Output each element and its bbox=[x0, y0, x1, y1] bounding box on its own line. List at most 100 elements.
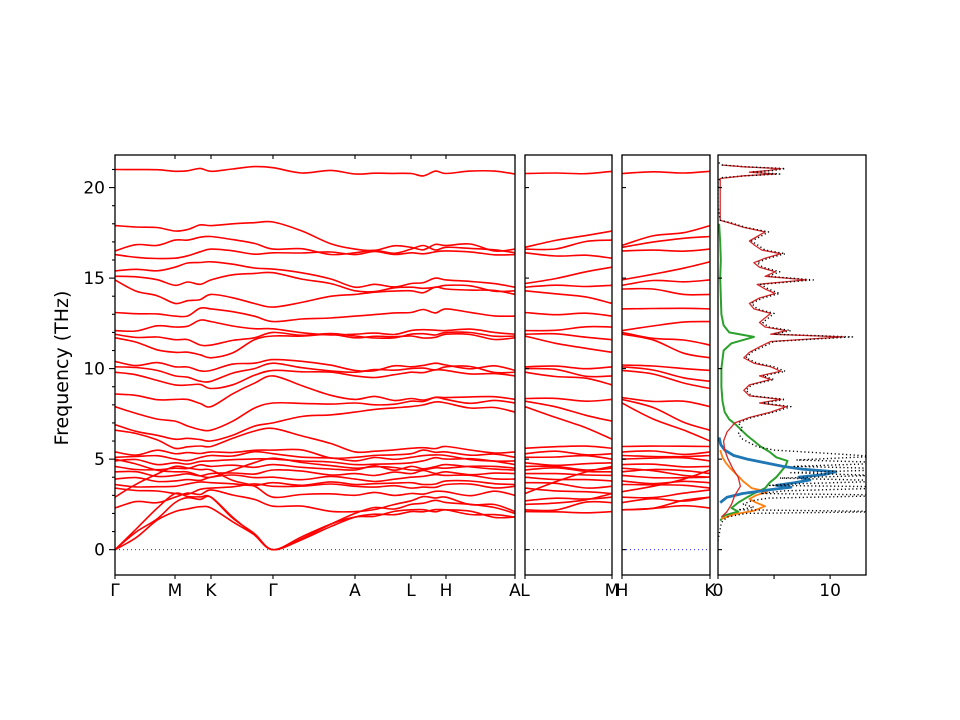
dos-x-tick-label: 10 bbox=[819, 581, 841, 601]
phonon-band-line bbox=[622, 480, 710, 485]
phonon-band-line bbox=[622, 320, 710, 332]
phonon-band-line bbox=[622, 450, 710, 456]
phonon-band-line bbox=[115, 319, 515, 336]
kpoint-label: H bbox=[616, 581, 629, 601]
phonon-band-line bbox=[622, 287, 710, 296]
phonon-band-line bbox=[622, 331, 710, 346]
phonon-band-line bbox=[115, 492, 515, 551]
total-dos-curve bbox=[718, 161, 866, 541]
phonon-band-line bbox=[115, 450, 515, 463]
kpoint-label: M bbox=[605, 581, 620, 601]
phonon-band-line bbox=[525, 510, 612, 514]
band-panel-main bbox=[115, 165, 515, 551]
phonon-band-line bbox=[622, 496, 710, 511]
phonon-band-line bbox=[525, 290, 612, 305]
phonon-band-line bbox=[622, 279, 710, 287]
kpoint-label: K bbox=[205, 581, 217, 601]
phonon-band-line bbox=[115, 465, 515, 499]
y-tick-label: 20 bbox=[83, 179, 105, 199]
phonon-band-line bbox=[115, 396, 515, 432]
phonon-band-line bbox=[115, 333, 515, 359]
phonon-band-line bbox=[622, 396, 710, 408]
phonon-band-line bbox=[525, 367, 612, 378]
phonon-band-line bbox=[525, 239, 612, 251]
phonon-band-line bbox=[622, 468, 710, 475]
phonon-band-line bbox=[525, 400, 612, 422]
phonon-band-line bbox=[622, 364, 710, 372]
phonon-band-line bbox=[525, 481, 612, 489]
kpoint-label: A bbox=[349, 581, 361, 601]
phonon-band-line bbox=[525, 465, 612, 471]
phonon-band-line bbox=[525, 450, 612, 456]
phonon-band-line bbox=[115, 235, 515, 256]
phonon-band-line bbox=[622, 366, 710, 383]
y-tick-label: 10 bbox=[83, 360, 105, 380]
phonon-band-line bbox=[525, 252, 612, 259]
y-tick-label: 15 bbox=[83, 269, 105, 289]
phonon-band-line bbox=[115, 368, 515, 390]
band-panel-LM bbox=[525, 170, 612, 551]
phonon-band-line bbox=[115, 495, 515, 551]
kpoint-label: Γ bbox=[268, 581, 278, 601]
phonon-band-line bbox=[622, 261, 710, 281]
phonon-band-line bbox=[525, 472, 612, 477]
phonon-band-line bbox=[115, 505, 515, 551]
kpoint-label: K bbox=[704, 581, 716, 601]
phonon-band-line bbox=[115, 165, 515, 177]
pdos-red-curve bbox=[719, 164, 845, 518]
band-panel-HK bbox=[622, 170, 710, 551]
phonon-band-line bbox=[622, 402, 710, 442]
phonon-band-line bbox=[115, 260, 515, 289]
phonon-band-line bbox=[115, 473, 515, 483]
phonon-band-line bbox=[525, 397, 612, 403]
pdos-orange-curve bbox=[719, 449, 769, 520]
pdos-blue-curve bbox=[718, 437, 838, 504]
phonon-band-line bbox=[525, 462, 612, 467]
phonon-band-line bbox=[115, 483, 515, 496]
phonon-band-line bbox=[525, 476, 612, 482]
phonon-band-line bbox=[525, 266, 612, 285]
phonon-band-line bbox=[622, 463, 710, 468]
phonon-band-line bbox=[115, 469, 515, 478]
phonon-band-line bbox=[525, 454, 612, 460]
phonon-band-line bbox=[525, 466, 612, 473]
phonon-band-line bbox=[115, 457, 515, 479]
phonon-band-line bbox=[525, 170, 612, 175]
phonon-band-line bbox=[115, 271, 515, 293]
phonon-band-line bbox=[525, 445, 612, 450]
phonon-band-line bbox=[525, 332, 612, 341]
phonon-band-line bbox=[622, 467, 710, 478]
phonon-band-line bbox=[525, 284, 612, 288]
phonon-band-line bbox=[115, 463, 515, 472]
phonon-band-line bbox=[622, 496, 710, 504]
phonon-band-line bbox=[115, 220, 515, 252]
phonon-band-line bbox=[622, 307, 710, 310]
phonon-band-line bbox=[622, 483, 710, 489]
phonon-band-line bbox=[115, 358, 515, 373]
tick-marks bbox=[109, 155, 831, 579]
phonon-band-line bbox=[115, 362, 515, 383]
kpoint-label: H bbox=[440, 581, 453, 601]
y-tick-label: 0 bbox=[94, 541, 105, 561]
phonon-band-line bbox=[622, 398, 710, 431]
phonon-band-line bbox=[622, 456, 710, 462]
kpoint-label: M bbox=[168, 581, 183, 601]
phonon-band-line bbox=[622, 248, 710, 253]
phonon-band-line bbox=[525, 371, 612, 386]
phonon-band-line bbox=[115, 306, 515, 323]
phonon-band-line bbox=[115, 427, 515, 454]
phonon-band-line bbox=[115, 479, 515, 488]
phonon-band-line bbox=[115, 400, 515, 442]
kpoint-label: L bbox=[520, 581, 530, 601]
phonon-band-line bbox=[525, 487, 612, 495]
phonon-band-line bbox=[525, 365, 612, 370]
y-tick-label: 5 bbox=[94, 450, 105, 470]
dos-x-tick-label: 0 bbox=[713, 581, 724, 601]
phonon-band-line bbox=[525, 325, 612, 332]
phonon-band-line bbox=[525, 500, 612, 512]
kpoint-label: Γ bbox=[110, 581, 120, 601]
phonon-band-line bbox=[622, 474, 710, 479]
phonon-band-line bbox=[115, 375, 515, 408]
